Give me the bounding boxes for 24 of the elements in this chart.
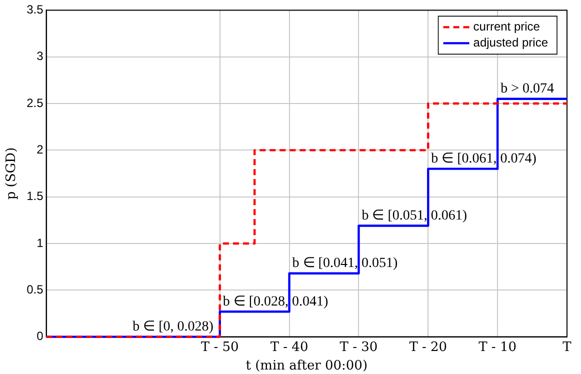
annotation: b ∈ [0.028, 0.041) [222,294,329,310]
y-tick-label: 2 [36,142,44,156]
legend-label: adjusted price [473,36,548,50]
x-axis-title: t (min after 00:00) [246,358,368,374]
x-tick-label: T - 20 [409,340,448,355]
x-tick-label: T - 50 [200,340,239,355]
annotation: b ∈ [0.051, 0.061) [362,208,468,224]
annotation: b ∈ [0, 0.028) [132,319,214,334]
annotation: b ∈ [0.061, 0.074) [431,152,537,167]
y-tick-label: 2.5 [26,96,44,110]
y-tick-label: 1.5 [26,189,44,204]
legend-label: current price [473,20,540,34]
y-tick-label: 0.5 [26,282,44,296]
y-axis-title: p (SGD) [4,147,20,200]
x-tick-label: T - 30 [340,340,378,355]
y-tick-label: 0 [36,329,44,344]
x-tick-label: T [562,340,572,355]
x-tick-label: T - 40 [270,340,308,355]
annotation: b > 0.074 [500,82,554,97]
annotation: b ∈ [0.041, 0.051) [292,256,398,272]
y-tick-label: 3.5 [26,2,44,17]
x-tick-label: T - 10 [478,340,517,355]
y-tick-label: 3 [36,49,44,64]
y-tick-label: 1 [36,236,44,250]
